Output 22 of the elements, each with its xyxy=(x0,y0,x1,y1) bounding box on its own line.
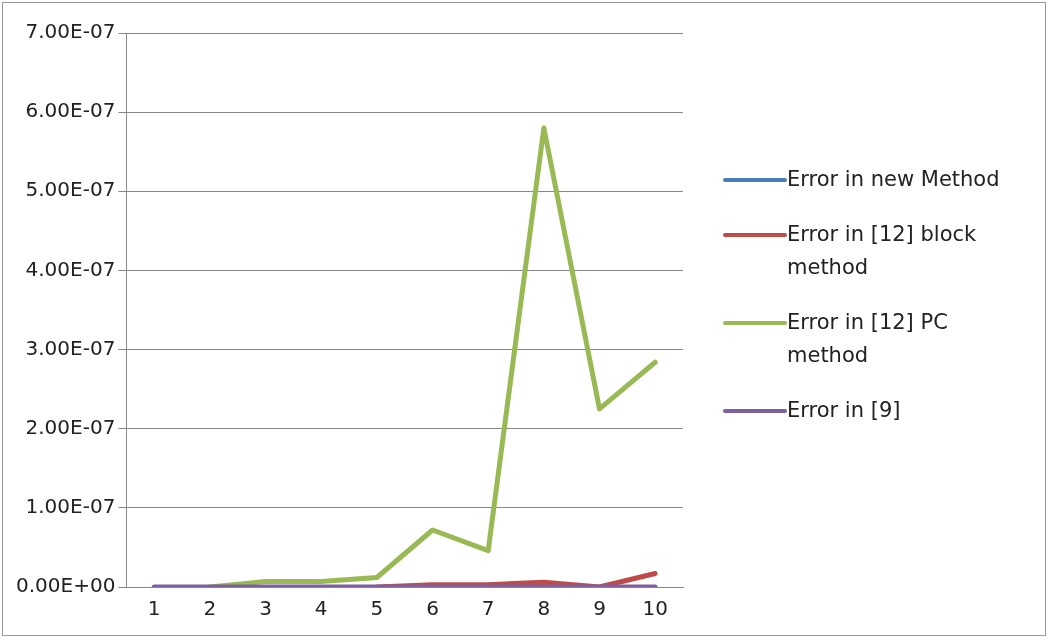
legend-label: Error in new Method xyxy=(787,166,1001,193)
x-tick-label: 6 xyxy=(426,596,439,621)
y-tick-label: 6.00E-07 xyxy=(25,98,116,123)
x-tick-label: 3 xyxy=(259,596,272,621)
legend-label: Error in [12] PC method xyxy=(787,309,949,369)
y-tick-label: 3.00E-07 xyxy=(25,335,116,360)
x-tick-label: 9 xyxy=(593,596,606,621)
x-tick-label: 8 xyxy=(537,596,551,621)
y-tick-label: 4.00E-07 xyxy=(25,256,116,281)
y-tick-label: 5.00E-07 xyxy=(25,177,116,202)
x-tick-label: 1 xyxy=(147,596,161,621)
y-tick-label: 2.00E-07 xyxy=(25,414,116,439)
x-tick-label: 2 xyxy=(203,596,217,621)
x-tick-label: 7 xyxy=(481,596,495,621)
legend-label: Error in [9] xyxy=(787,397,902,424)
x-tick-label: 4 xyxy=(314,596,328,621)
x-tick-label: 5 xyxy=(370,596,384,621)
legend-label: Error in [12] block method xyxy=(787,221,978,281)
y-tick-label: 1.00E-07 xyxy=(25,494,116,519)
y-tick-label: 0.00E+00 xyxy=(16,573,116,598)
y-tick-label: 7.00E-07 xyxy=(25,19,116,44)
x-tick-label: 10 xyxy=(642,596,668,621)
